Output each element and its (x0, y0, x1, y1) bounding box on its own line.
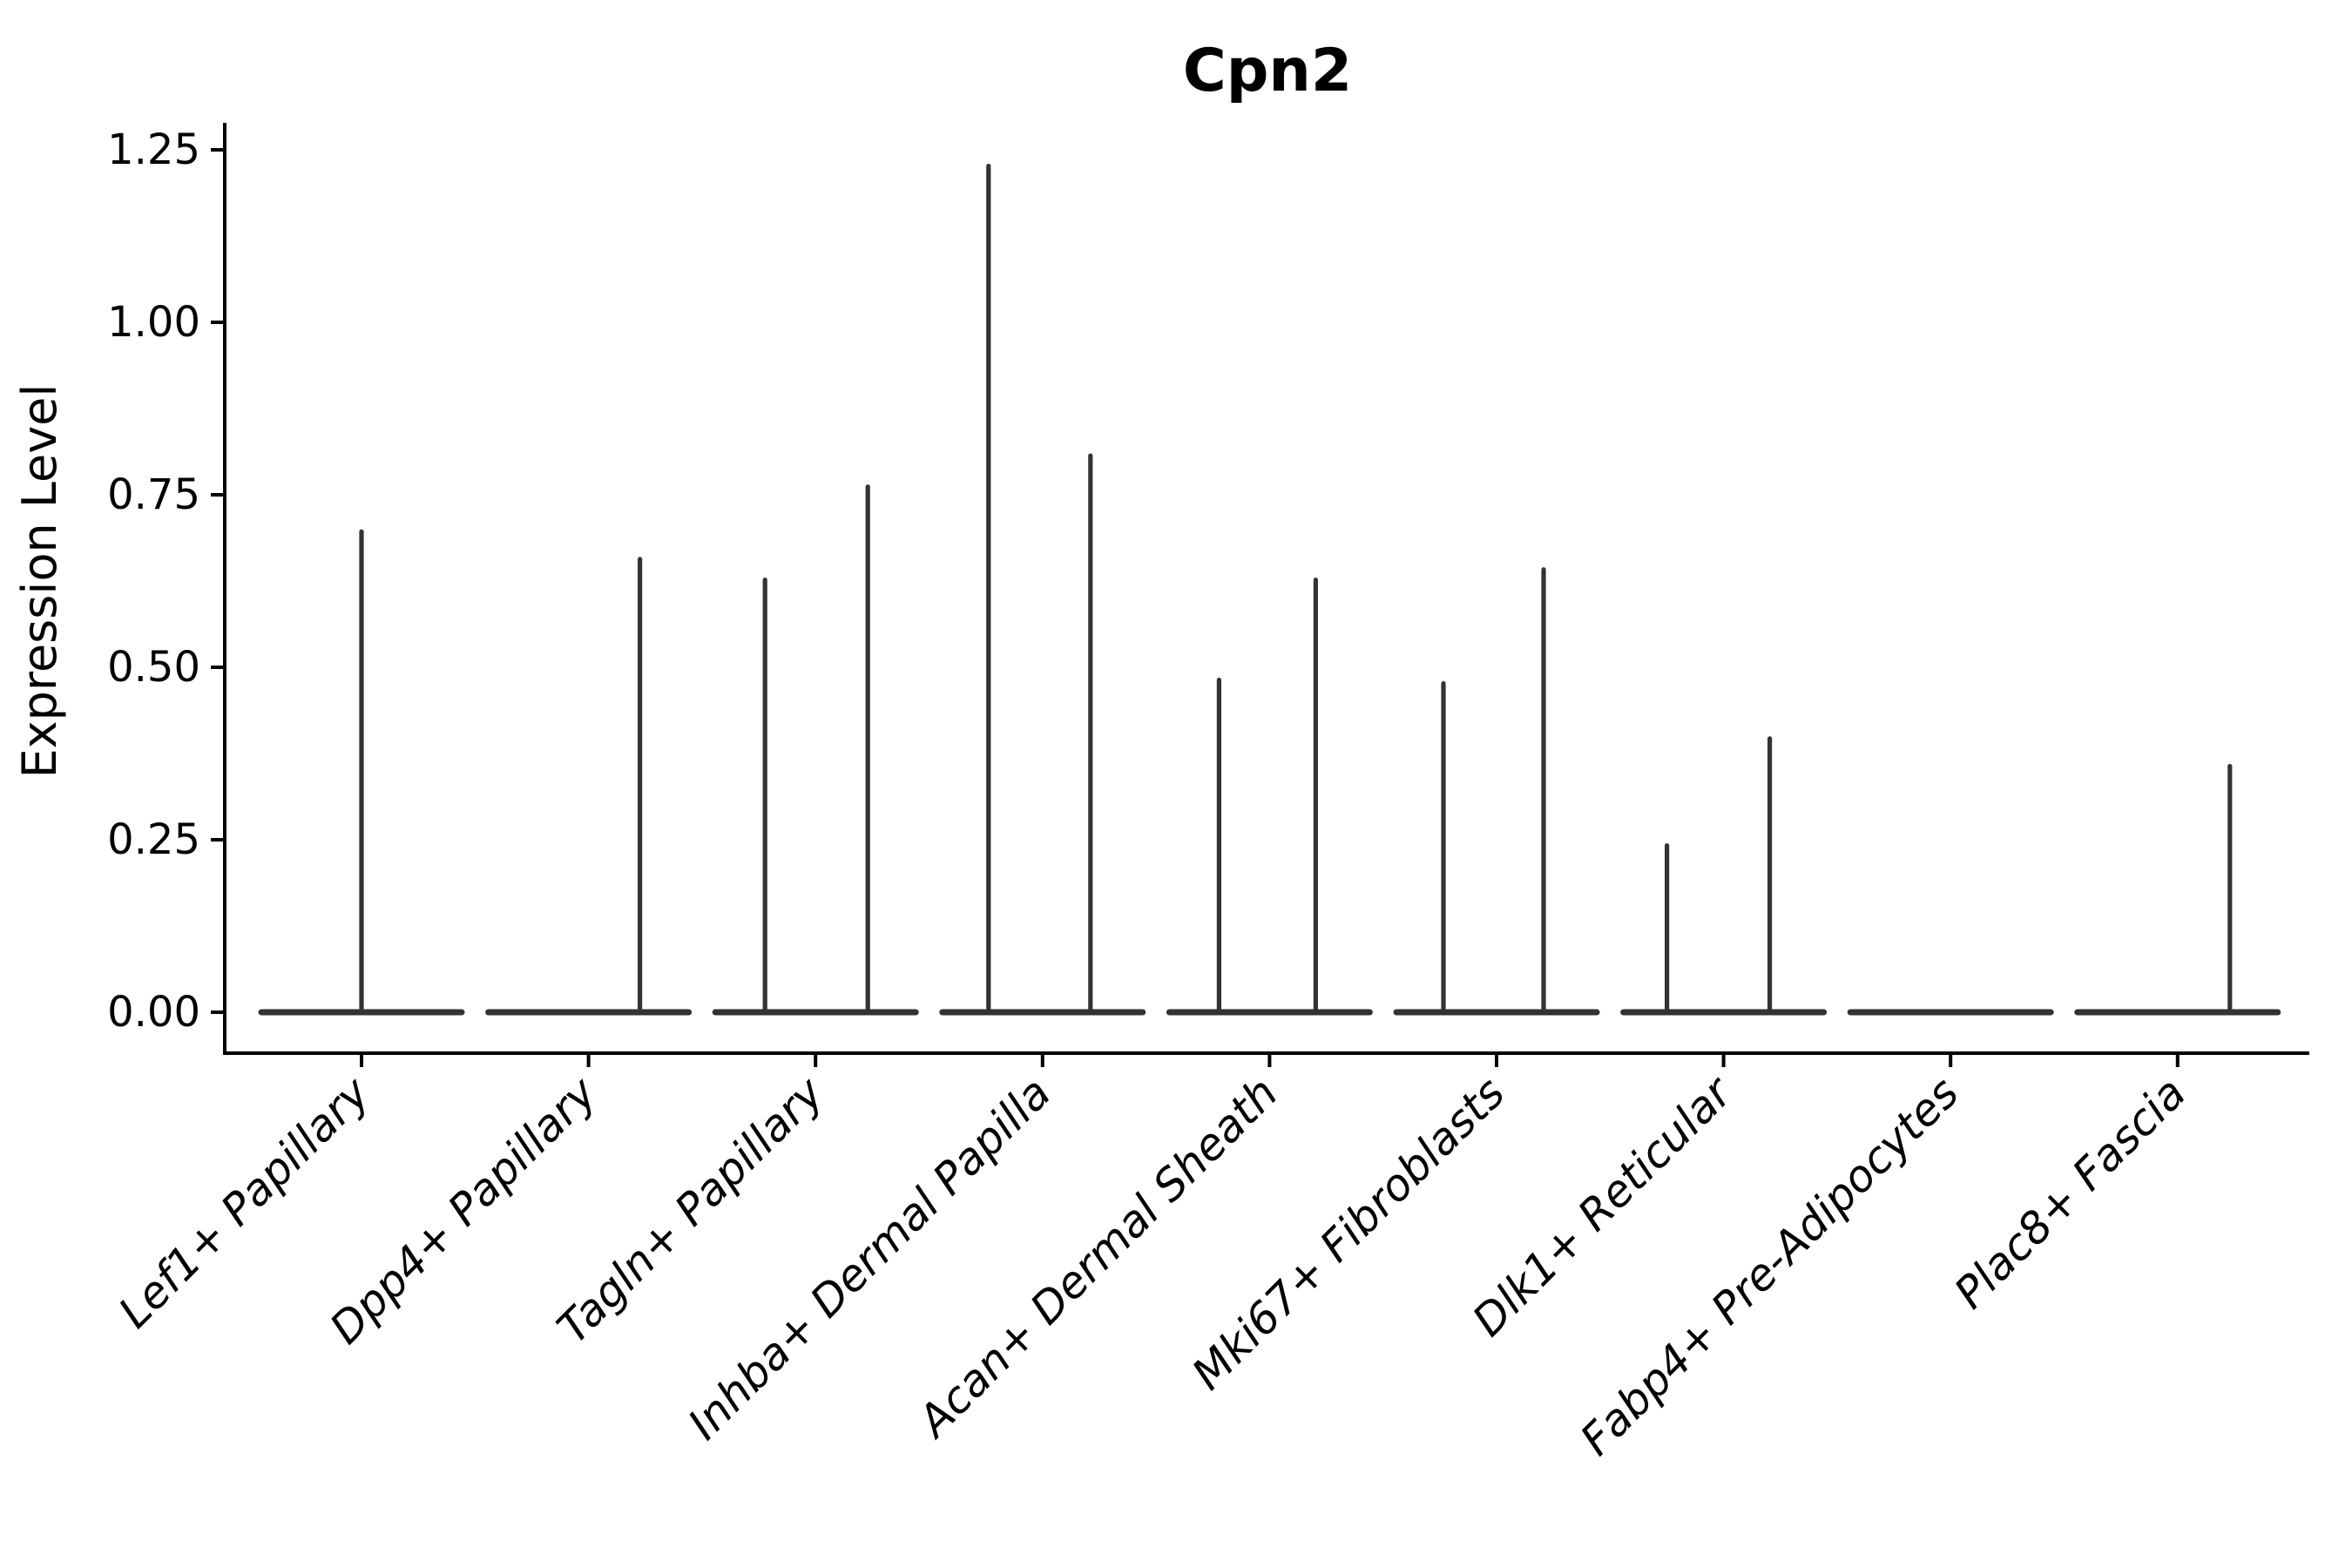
violin-spike (1441, 680, 1446, 1012)
x-tick-label: Inhba+ Dermal Papilla (679, 1067, 1060, 1449)
y-tick-label: 0.00 (107, 988, 200, 1037)
x-tick-label: Lef1+ Papillary (109, 1066, 380, 1337)
plot-title: Cpn2 (1183, 37, 1352, 105)
violin-spike (1665, 842, 1670, 1012)
violin-baseline (1393, 1009, 1600, 1016)
violin-spike (359, 529, 364, 1012)
violin-baseline (1847, 1009, 2054, 1016)
violin-spike (1088, 453, 1093, 1012)
violin-spike (1313, 578, 1318, 1012)
x-tick-label: Plac8+ Fascia (1944, 1067, 2195, 1318)
violin-baseline (258, 1009, 465, 1016)
x-tick-label: Fabp4+ Pre-Adipocytes (1571, 1067, 1969, 1465)
y-axis-label: Expression Level (12, 384, 67, 779)
violin-spike (1216, 677, 1221, 1012)
violin-spike (1541, 567, 1546, 1012)
violin-spike (1767, 736, 1773, 1012)
violin-baseline (1620, 1009, 1828, 1016)
violin-spike (762, 578, 767, 1012)
violin-baseline (1166, 1009, 1373, 1016)
y-tick-label: 0.25 (107, 815, 200, 864)
violin-baseline (485, 1009, 693, 1016)
violin-spike (865, 484, 870, 1012)
violin-baseline (939, 1009, 1146, 1016)
violin-spike (986, 163, 991, 1013)
y-tick-label: 1.25 (107, 125, 200, 174)
violin-spike (2227, 763, 2233, 1012)
violin-spike (638, 557, 643, 1012)
y-tick-label: 0.50 (107, 643, 200, 692)
violin-baseline (712, 1009, 919, 1016)
y-tick-label: 0.75 (107, 470, 200, 519)
x-tick-label: Acan+ Dermal Sheath (907, 1067, 1288, 1448)
violin-baseline (2074, 1009, 2281, 1016)
y-tick-label: 1.00 (107, 298, 200, 347)
